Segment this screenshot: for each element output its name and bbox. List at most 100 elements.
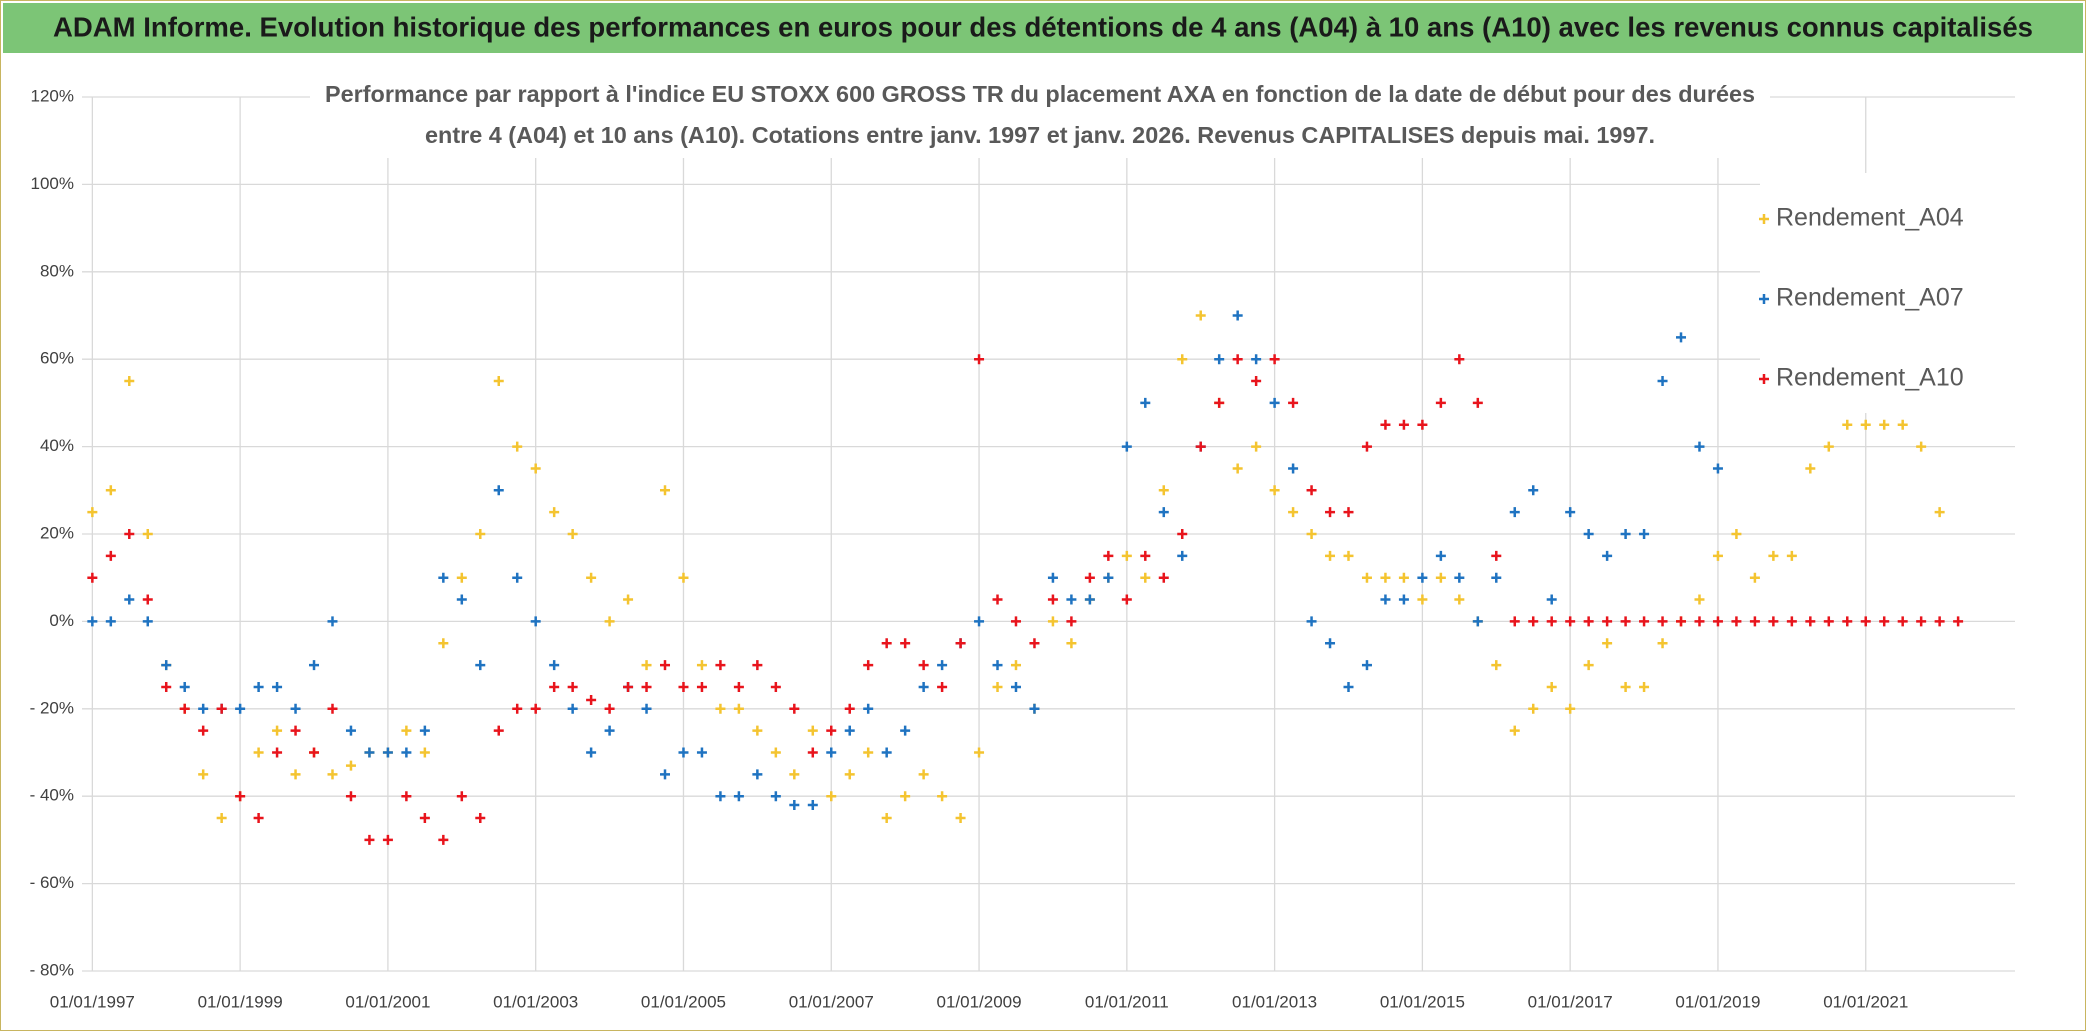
y-tick-label: - 20% <box>30 698 74 717</box>
point <box>105 616 116 627</box>
point <box>1620 616 1631 627</box>
point <box>1177 529 1188 539</box>
point <box>1694 441 1705 452</box>
point <box>955 813 966 824</box>
point <box>752 769 763 780</box>
point <box>1417 419 1428 430</box>
point <box>733 791 744 802</box>
point <box>1269 397 1280 408</box>
point <box>1047 572 1058 583</box>
point <box>1158 572 1169 583</box>
point <box>382 834 393 845</box>
point <box>1454 594 1465 605</box>
point <box>1121 550 1132 561</box>
point <box>881 747 892 758</box>
point <box>660 769 671 780</box>
point <box>142 616 153 627</box>
point <box>1546 681 1557 692</box>
point <box>1491 550 1502 561</box>
point <box>272 681 283 692</box>
point <box>1140 550 1151 561</box>
point <box>1639 681 1650 692</box>
point <box>345 760 356 771</box>
point <box>992 681 1003 692</box>
point <box>863 747 874 758</box>
point <box>1029 638 1040 649</box>
y-tick-label: - 80% <box>30 960 74 979</box>
point <box>1676 616 1687 627</box>
point <box>1343 681 1354 692</box>
point <box>1158 485 1169 496</box>
point <box>1657 638 1668 649</box>
point <box>87 507 98 518</box>
point <box>918 681 929 692</box>
legend-label: Rendement_A10 <box>1776 364 1964 392</box>
point <box>1306 485 1317 496</box>
point <box>863 660 874 671</box>
point <box>530 616 541 627</box>
point <box>1325 638 1336 649</box>
point <box>1602 616 1613 627</box>
point <box>789 703 800 714</box>
point <box>438 834 449 845</box>
point <box>1546 594 1557 605</box>
point <box>1047 616 1058 627</box>
point <box>641 681 652 692</box>
point <box>696 747 707 758</box>
point <box>1288 397 1299 408</box>
point <box>1361 441 1372 452</box>
point <box>235 703 246 714</box>
point <box>1214 354 1225 365</box>
point <box>512 572 523 583</box>
point <box>567 529 578 539</box>
point <box>1195 441 1206 452</box>
point <box>1306 616 1317 627</box>
legend-marker <box>1759 294 1769 304</box>
point <box>1934 616 1945 627</box>
point <box>826 747 837 758</box>
point <box>1842 616 1853 627</box>
point <box>1398 594 1409 605</box>
point <box>1879 616 1890 627</box>
point <box>586 572 597 583</box>
point <box>752 725 763 736</box>
point <box>1731 616 1742 627</box>
point <box>974 354 985 365</box>
point <box>1805 463 1816 474</box>
point <box>1398 419 1409 430</box>
y-tick-label: 80% <box>40 261 74 280</box>
point <box>1491 660 1502 671</box>
point <box>881 638 892 649</box>
point <box>1565 703 1576 714</box>
point <box>549 681 560 692</box>
point <box>641 660 652 671</box>
point <box>660 660 671 671</box>
point <box>678 572 689 583</box>
point <box>1565 507 1576 518</box>
point <box>1953 616 1964 627</box>
point <box>567 703 578 714</box>
point <box>1768 616 1779 627</box>
point <box>696 681 707 692</box>
point <box>974 616 985 627</box>
point <box>1546 616 1557 627</box>
point <box>1288 463 1299 474</box>
point <box>900 725 911 736</box>
point <box>1010 616 1021 627</box>
point <box>87 616 98 627</box>
point <box>844 769 855 780</box>
point <box>1140 572 1151 583</box>
point <box>1583 529 1594 539</box>
point <box>1879 419 1890 430</box>
point <box>1325 550 1336 561</box>
point <box>678 681 689 692</box>
point <box>770 747 781 758</box>
point <box>1435 397 1446 408</box>
x-tick-label: 01/01/2003 <box>493 992 578 1011</box>
point <box>1398 572 1409 583</box>
point <box>493 725 504 736</box>
point <box>549 660 560 671</box>
point <box>1528 616 1539 627</box>
point <box>586 695 597 706</box>
y-tick-label: - 60% <box>30 873 74 892</box>
